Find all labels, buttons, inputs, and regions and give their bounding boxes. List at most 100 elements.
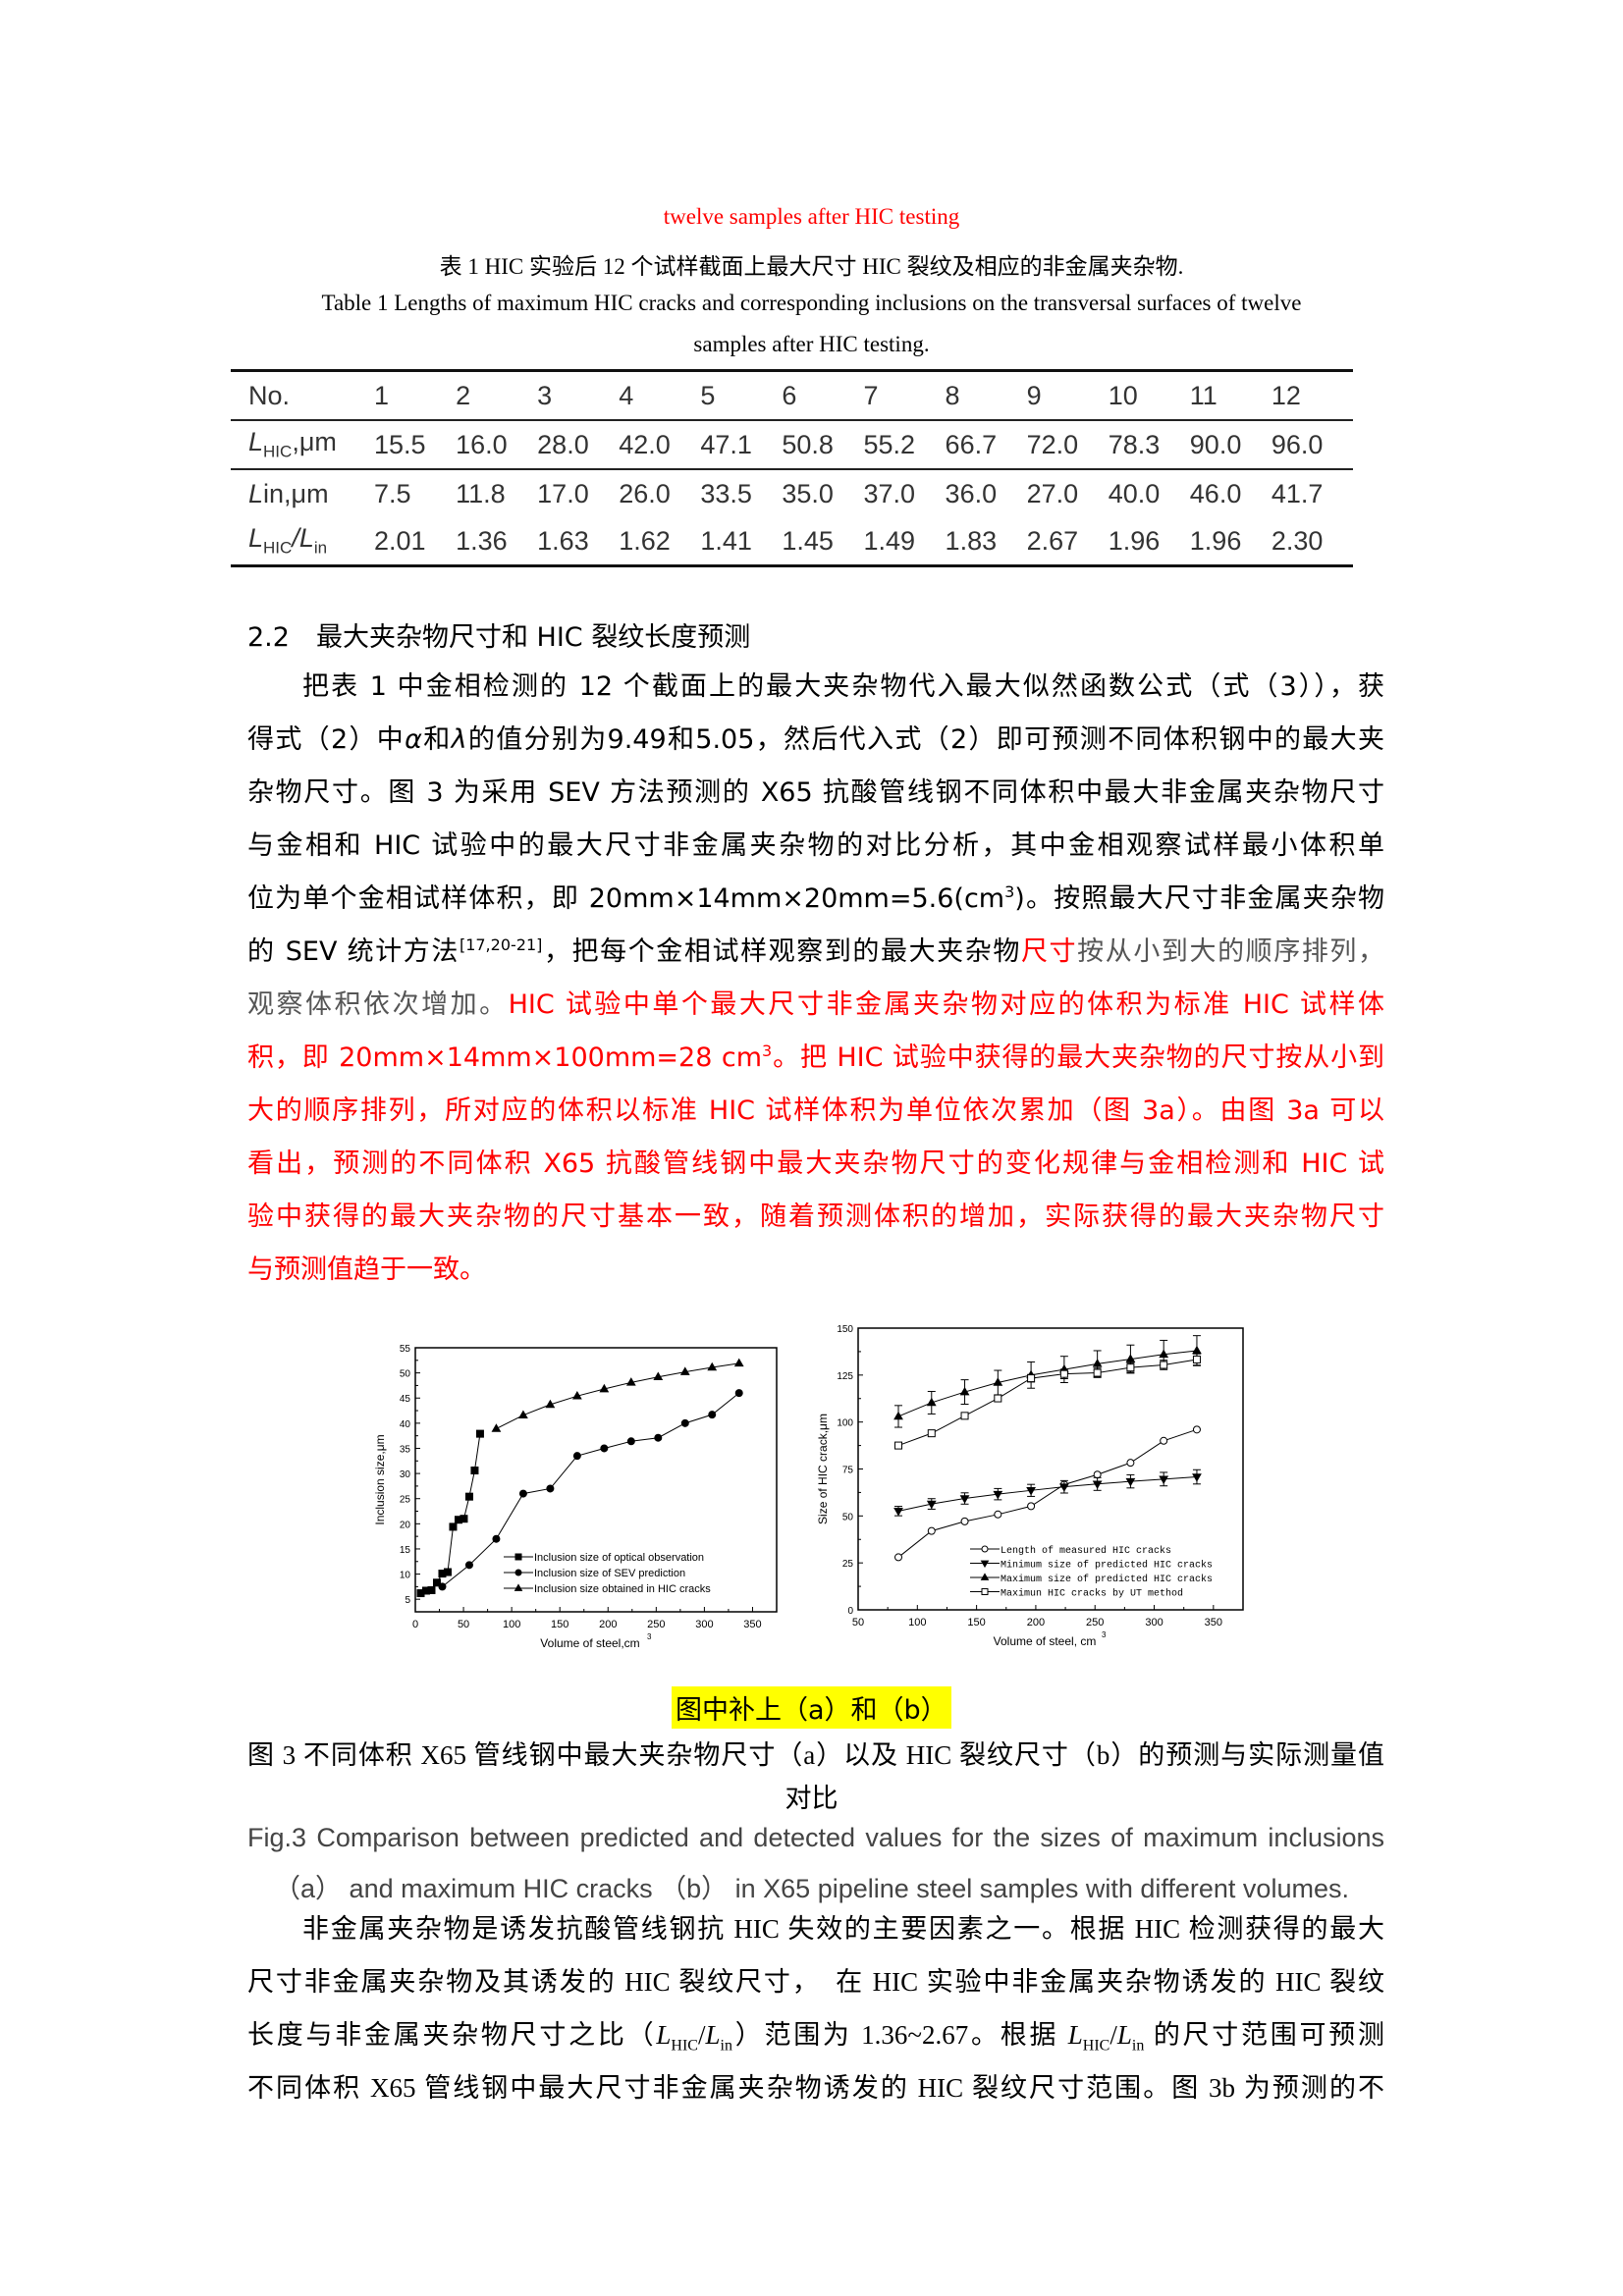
section-heading: 2.2 最大夹杂物尺寸和 HIC 裂纹长度预测 (247, 622, 751, 653)
table-cell: 1.45 (782, 517, 864, 567)
header-cell: 2 (456, 369, 538, 420)
header-cell: 4 (619, 369, 701, 420)
table-cell: 46.0 (1189, 468, 1271, 517)
y-tick-label: 150 (837, 1324, 853, 1335)
label-main: L (248, 478, 264, 508)
series-line (897, 1359, 1198, 1447)
data-point (491, 1423, 502, 1432)
data-point (464, 1492, 473, 1501)
table-cell: 33.5 (700, 468, 783, 517)
table-cell: 17.0 (537, 468, 620, 517)
header-cell: 7 (863, 369, 946, 420)
series-2 (491, 1358, 744, 1432)
data-point (994, 1510, 1002, 1519)
table-cell: 1.62 (619, 517, 701, 567)
data-point (1159, 1475, 1169, 1485)
label-tail: ,μm (292, 427, 337, 457)
text-line: 与预测值趋于一致。 (247, 1244, 1384, 1297)
data-point (708, 1411, 717, 1419)
text-segment: λ (451, 724, 467, 755)
text-line: 看出，预测的不同体积 X65 抗酸管线钢中最大夹杂物尺寸的变化规律与金相检测和 … (247, 1138, 1384, 1191)
x-axis-label-sup: 3 (647, 1632, 652, 1641)
text-segment: in (720, 2037, 732, 2055)
data-point (960, 1412, 969, 1420)
legend-marker (980, 1573, 990, 1580)
text-segment: 非金属夹杂物是诱发抗酸管线钢抗 HIC 失效的主要因素之一。根据 HIC 检测获… (302, 1914, 1384, 1944)
table-cell: 26.0 (619, 468, 701, 517)
figure-caption-chinese-line2: 对比 (784, 1784, 839, 1813)
legend-label: Minimum size of predicted HIC cracks (1001, 1560, 1213, 1572)
text-segment: HIC (671, 2037, 698, 2055)
data-point (518, 1489, 527, 1498)
table-cell: 11.8 (456, 468, 538, 517)
data-point (1192, 1425, 1201, 1434)
data-point (1160, 1361, 1168, 1369)
data-point (707, 1362, 718, 1371)
legend-label: Inclusion size of optical observation (534, 1552, 704, 1564)
data-point (1027, 1374, 1036, 1383)
data-point (1192, 1473, 1202, 1482)
table-caption-red-fragment: twelve samples after HIC testing (663, 204, 960, 229)
legend-label: Length of measured HIC cracks (1001, 1545, 1171, 1557)
text-segment: in (1131, 2037, 1145, 2055)
label-sub: HIC (263, 442, 293, 461)
table-cell: 36.0 (945, 468, 1027, 517)
data-point (679, 1366, 690, 1375)
y-tick-label: 100 (837, 1418, 853, 1429)
table-cell: 1.41 (700, 517, 783, 567)
table-cell: 1.96 (1108, 517, 1190, 567)
header-cell: 3 (537, 369, 620, 420)
text-segment: 的值分别为9.49和5.05，然后代入式（2）即可预测不同体积钢中的最大夹 (466, 724, 1384, 755)
data-point (546, 1484, 555, 1493)
text-segment: L (1116, 2020, 1132, 2050)
text-segment: 长度与非金属夹杂物尺寸之比（ (247, 2020, 657, 2050)
text-line: 不同体积 X65 管线钢中最大尺寸非金属夹杂物诱发的 HIC 裂纹尺寸范围。图 … (247, 2061, 1384, 2114)
data-point (1093, 1368, 1102, 1377)
legend-marker (514, 1553, 522, 1561)
data-point (926, 1397, 937, 1407)
data-point (572, 1452, 581, 1461)
data-point (571, 1390, 582, 1400)
text-segment: 得式（2）中 (247, 724, 406, 755)
header-cell: 1 (374, 369, 457, 420)
data-point (1058, 1483, 1069, 1492)
data-point (893, 1508, 903, 1517)
table-cell: 28.0 (537, 419, 620, 469)
data-point (733, 1358, 744, 1367)
table-caption-chinese: 表 1 HIC 实验后 12 个试样截面上最大尺寸 HIC 裂纹及相应的非金属夹… (439, 254, 1184, 279)
table-cell: 72.0 (1026, 419, 1109, 469)
chart-a: 0 50 100 150 200 250 300 350 5 10 15 20 25 30 35 40 45 50… (373, 1344, 778, 1650)
y-tick-label: 40 (400, 1419, 411, 1430)
data-point (734, 1389, 743, 1398)
text-line: 把表 1 中金相检测的 12 个截面上的最大夹杂物代入最大似然函数公式（式（3）… (247, 661, 1384, 714)
y-tick-label: 25 (842, 1559, 854, 1570)
data-point (518, 1410, 528, 1418)
table-caption-english-line2: samples after HIC testing. (693, 332, 930, 356)
text-segment: L (1067, 2020, 1083, 2050)
text-line: 观察体积依次增加。HIC 试验中单个最大尺寸非金属夹杂物对应的体积为标准 HIC… (247, 979, 1384, 1032)
table-cell: 42.0 (619, 419, 701, 469)
text-segment: 杂物尺寸。图 3 为采用 SEV 方法预测的 X65 抗酸管线钢不同体积中最大非… (247, 777, 1384, 808)
series-1 (438, 1389, 743, 1591)
series-3 (894, 1353, 1201, 1450)
header-cell: No. (231, 369, 374, 420)
text-segment: 积，即 20mm×14mm×100mm=28 cm (247, 1042, 763, 1073)
y-tick-label: 125 (837, 1371, 853, 1382)
x-tick-label: 150 (551, 1619, 568, 1630)
y-axis-label: Inclusion size,μm (373, 1434, 387, 1524)
data-point (427, 1585, 436, 1594)
data-point (599, 1383, 610, 1393)
data-point (626, 1437, 635, 1446)
series-line (897, 1476, 1197, 1512)
label-main: L (248, 523, 264, 554)
data-point (680, 1418, 689, 1427)
y-tick-label: 25 (400, 1495, 411, 1506)
x-axis-label: Volume of steel,cm (540, 1636, 639, 1650)
data-point (432, 1578, 441, 1587)
y-tick-label: 5 (405, 1595, 410, 1606)
data-point (1125, 1477, 1136, 1487)
x-tick-label: 100 (908, 1617, 926, 1629)
text-line: 积，即 20mm×14mm×100mm=28 cm3。把 HIC 试验中获得的最… (247, 1032, 1384, 1085)
data-point (1092, 1359, 1103, 1367)
x-tick-label: 300 (1145, 1617, 1163, 1629)
